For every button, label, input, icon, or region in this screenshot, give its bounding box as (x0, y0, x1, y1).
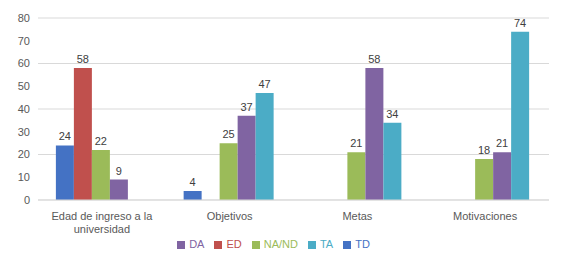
svg-text:Objetivos: Objetivos (207, 210, 253, 222)
svg-text:34: 34 (386, 108, 398, 120)
svg-text:0: 0 (24, 194, 30, 206)
html-text:ED: ED (226, 238, 242, 250)
svg-text:20: 20 (18, 148, 30, 160)
html-text:TA: TA (319, 238, 334, 250)
svg-text:9: 9 (116, 165, 122, 177)
svg-text:40: 40 (18, 103, 30, 115)
svg-text:Edad de ingreso a launiversida: Edad de ingreso a launiversidad (51, 210, 153, 235)
svg-text:25: 25 (223, 128, 235, 140)
svg-text:60: 60 (18, 57, 30, 69)
svg-text:Metas: Metas (342, 210, 372, 222)
html-text:NA/ND: NA/ND (263, 238, 298, 250)
svg-text:24: 24 (59, 130, 71, 142)
svg-text:58: 58 (368, 53, 380, 65)
svg-text:58: 58 (77, 53, 89, 65)
svg-text:70: 70 (18, 35, 30, 47)
svg-text:Motivaciones: Motivaciones (453, 210, 518, 222)
svg-text:21: 21 (350, 137, 362, 149)
svg-text:74: 74 (514, 17, 526, 29)
svg-text:37: 37 (241, 101, 253, 113)
svg-text:80: 80 (18, 12, 30, 24)
svg-text:18: 18 (478, 144, 490, 156)
svg-text:22: 22 (95, 135, 107, 147)
svg-text:21: 21 (496, 137, 508, 149)
svg-text:47: 47 (259, 78, 271, 90)
svg-text:4: 4 (190, 176, 196, 188)
svg-text:50: 50 (18, 80, 30, 92)
html-text:TD: TD (355, 238, 370, 250)
svg-text:10: 10 (18, 171, 30, 183)
html-text:DA: DA (189, 238, 205, 250)
svg-text:30: 30 (18, 126, 30, 138)
